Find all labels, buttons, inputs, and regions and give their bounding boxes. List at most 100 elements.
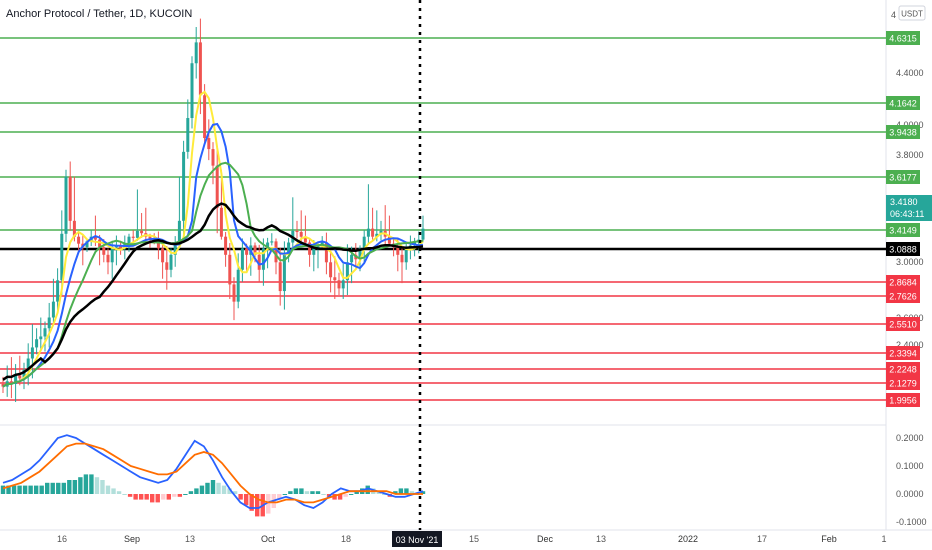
- chart-title: Anchor Protocol / Tether, 1D, KUCOIN: [6, 8, 193, 20]
- candle-body[interactable]: [186, 118, 190, 152]
- candle-body[interactable]: [77, 236, 81, 244]
- candle-body[interactable]: [140, 230, 144, 234]
- candle-body[interactable]: [106, 254, 110, 263]
- macd-histogram-bar: [199, 485, 205, 494]
- candle-body[interactable]: [257, 254, 261, 270]
- candle-body[interactable]: [387, 236, 391, 244]
- candle-body[interactable]: [303, 236, 307, 243]
- candle-body[interactable]: [404, 248, 408, 263]
- candle-body[interactable]: [421, 228, 425, 240]
- candle-body[interactable]: [211, 149, 215, 166]
- macd-histogram-bar: [89, 474, 94, 494]
- level-label: 3.6177: [889, 173, 917, 183]
- candle-body[interactable]: [85, 241, 89, 248]
- candle-body[interactable]: [169, 254, 173, 270]
- candle-body[interactable]: [278, 262, 282, 292]
- macd-histogram-bar: [138, 494, 144, 500]
- candle-body[interactable]: [329, 262, 333, 278]
- candle-body[interactable]: [68, 176, 72, 221]
- currency-box[interactable]: [898, 5, 926, 21]
- level-tag: [886, 31, 920, 45]
- candle-body[interactable]: [119, 245, 123, 249]
- candle-body[interactable]: [308, 242, 312, 255]
- candle-body[interactable]: [324, 242, 328, 263]
- candle-body[interactable]: [379, 230, 383, 234]
- candle-body[interactable]: [1, 384, 5, 387]
- candle-body[interactable]: [39, 336, 43, 340]
- candle-body[interactable]: [194, 42, 198, 64]
- candle-body[interactable]: [72, 220, 76, 237]
- candle-body[interactable]: [358, 248, 362, 260]
- candle-body[interactable]: [240, 248, 244, 270]
- candle-body[interactable]: [333, 277, 337, 281]
- candle-body[interactable]: [299, 232, 303, 237]
- candle-body[interactable]: [261, 248, 265, 270]
- candle-body[interactable]: [35, 339, 39, 348]
- candle-body[interactable]: [270, 241, 274, 243]
- candle-body[interactable]: [161, 248, 165, 263]
- candle-body[interactable]: [253, 245, 257, 255]
- candle-body[interactable]: [102, 247, 106, 255]
- candle-body[interactable]: [207, 138, 211, 150]
- candle-body[interactable]: [375, 233, 379, 237]
- candle-body[interactable]: [245, 248, 249, 255]
- candle-body[interactable]: [219, 207, 223, 237]
- candle-body[interactable]: [64, 176, 68, 234]
- level-label: 2.3394: [889, 349, 917, 359]
- candle-body[interactable]: [400, 254, 404, 263]
- candle-body[interactable]: [215, 165, 219, 208]
- candle-body[interactable]: [22, 369, 26, 379]
- candle-body[interactable]: [341, 280, 345, 289]
- candle-body[interactable]: [337, 280, 341, 289]
- candle-body[interactable]: [127, 236, 131, 244]
- candle-body[interactable]: [312, 248, 316, 255]
- candle-body[interactable]: [47, 317, 51, 329]
- candle-body[interactable]: [165, 262, 169, 270]
- candle-body[interactable]: [295, 230, 299, 233]
- candle-body[interactable]: [366, 228, 370, 237]
- candle-body[interactable]: [56, 280, 60, 302]
- candle-body[interactable]: [173, 242, 177, 255]
- candle-body[interactable]: [203, 95, 207, 139]
- macd-histogram-bar: [172, 494, 177, 497]
- macd-histogram-bar: [293, 488, 299, 494]
- candle-body[interactable]: [156, 241, 160, 249]
- candle-body[interactable]: [371, 228, 375, 237]
- candle-body[interactable]: [350, 254, 354, 263]
- macd-histogram-bar: [155, 494, 160, 503]
- candle-body[interactable]: [110, 247, 114, 263]
- candle-body[interactable]: [148, 236, 152, 240]
- candle-body[interactable]: [274, 241, 278, 263]
- candle-body[interactable]: [236, 269, 240, 302]
- candle-body[interactable]: [14, 375, 18, 385]
- crosshair-date-label: 03 Nov '21: [396, 535, 439, 545]
- candle-body[interactable]: [287, 242, 291, 255]
- candle-body[interactable]: [182, 151, 186, 221]
- candle-body[interactable]: [30, 347, 34, 359]
- candle-body[interactable]: [266, 242, 270, 249]
- candle-body[interactable]: [396, 247, 400, 255]
- candle-body[interactable]: [9, 381, 13, 385]
- candle-body[interactable]: [282, 254, 286, 292]
- macd-histogram-bar: [404, 488, 409, 494]
- candle-body[interactable]: [198, 42, 202, 96]
- candle-body[interactable]: [190, 63, 194, 119]
- candle-body[interactable]: [224, 236, 228, 255]
- candle-body[interactable]: [60, 233, 64, 281]
- candle-body[interactable]: [51, 301, 55, 318]
- candle-body[interactable]: [228, 254, 232, 285]
- candle-body[interactable]: [131, 236, 135, 238]
- candle-body[interactable]: [93, 236, 97, 240]
- candle-body[interactable]: [362, 236, 366, 249]
- candle-body[interactable]: [345, 262, 349, 281]
- x-tick-label: 13: [596, 534, 606, 544]
- candle-body[interactable]: [135, 230, 139, 238]
- macd-histogram-bar: [348, 494, 354, 495]
- candle-body[interactable]: [232, 284, 236, 302]
- candle-body[interactable]: [18, 375, 22, 379]
- candle-body[interactable]: [177, 220, 181, 243]
- candle-body[interactable]: [316, 245, 320, 249]
- candle-body[interactable]: [26, 358, 30, 370]
- candle-body[interactable]: [43, 328, 47, 337]
